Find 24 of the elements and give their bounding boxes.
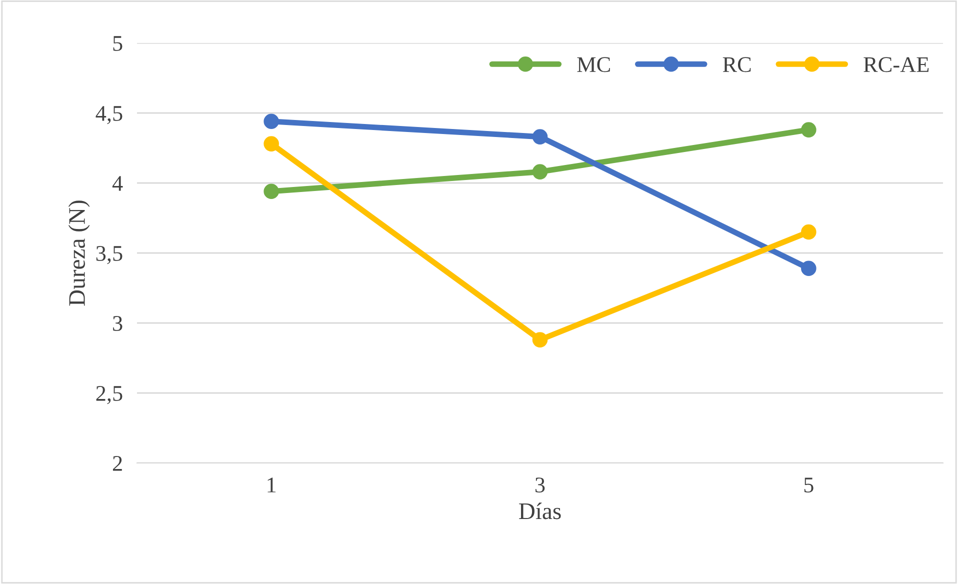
y-tick-label: 2,5 [96,386,122,404]
point [264,184,279,200]
y-tick-label: 4,5 [96,106,122,124]
x-tick-label: 5 [804,478,814,493]
x-tick-label: 3 [536,478,545,493]
point [801,122,816,138]
y-tick-label: 4 [112,176,123,191]
point [532,129,548,144]
x-axis-title: Días [519,502,561,520]
point [801,224,816,240]
x-tick-label: 1 [268,478,276,492]
y-axis-title: Dureza (N) [68,200,90,306]
point [801,260,816,276]
y-tick-label: 2 [112,456,122,471]
legend-label: MC [577,57,610,72]
y-tick-label: 5 [113,36,122,51]
point [264,114,279,130]
y-tick-label: 3 [113,316,122,331]
point [264,136,279,152]
legend-label: RC [722,57,751,72]
point [532,164,548,180]
y-tick-label: 3,5 [96,246,122,264]
legend-label: RC-AE [864,57,929,72]
point [532,332,548,348]
